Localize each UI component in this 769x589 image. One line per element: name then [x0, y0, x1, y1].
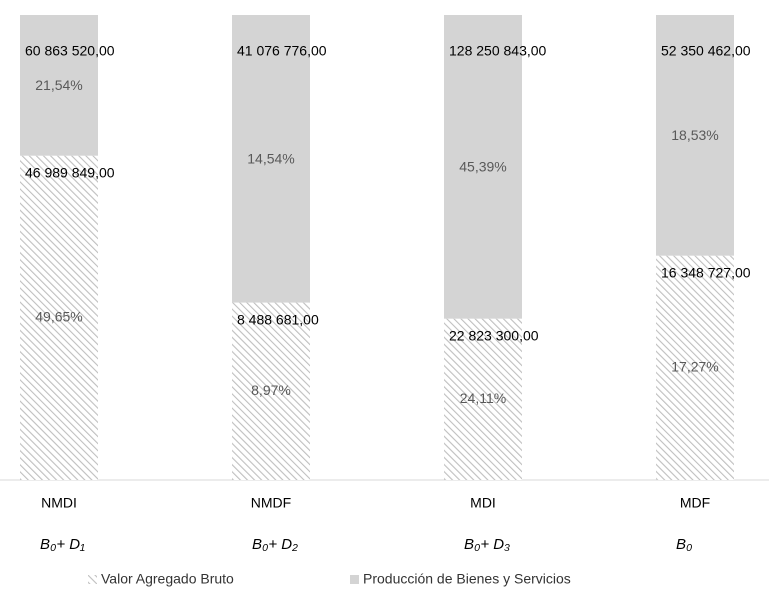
amount-label: 16 348 727,00: [661, 264, 751, 280]
bar-segment: [656, 15, 734, 256]
legend-swatch: [88, 575, 97, 584]
bar-segment: [444, 15, 522, 319]
x-sub-label: B₀: [676, 536, 692, 553]
legend-label: Producción de Bienes y Servicios: [363, 571, 571, 587]
x-sub-label: B₀+ D₁: [40, 536, 85, 553]
x-tick-label: NMDF: [251, 495, 291, 511]
amount-label: 46 989 849,00: [25, 164, 115, 180]
amount-label: 22 823 300,00: [449, 327, 539, 343]
bar-segment: [232, 302, 310, 480]
legend-label: Valor Agregado Bruto: [101, 571, 234, 587]
bar-segment: [444, 318, 522, 480]
bar-segment: [656, 255, 734, 480]
value-label: 17,27%: [671, 359, 718, 375]
legend-swatch: [350, 575, 359, 584]
bar-segment: [232, 15, 310, 303]
x-tick-label: NMDI: [41, 495, 77, 511]
bar-segment: [20, 155, 98, 481]
value-label: 21,54%: [35, 77, 82, 93]
amount-label: 60 863 520,00: [25, 43, 115, 59]
bar-segment: [20, 15, 98, 156]
value-label: 24,11%: [460, 390, 506, 406]
amount-label: 41 076 776,00: [237, 43, 327, 59]
value-label: 18,53%: [671, 127, 718, 143]
value-label: 45,39%: [459, 159, 506, 175]
x-tick-label: MDF: [680, 495, 710, 511]
x-tick-label: MDI: [470, 495, 496, 511]
value-label: 14,54%: [247, 150, 294, 166]
x-sub-label: B₀+ D₂: [252, 536, 298, 553]
x-sub-label: B₀+ D₃: [464, 536, 510, 553]
amount-label: 128 250 843,00: [449, 43, 547, 59]
amount-label: 8 488 681,00: [237, 311, 319, 327]
value-label: 49,65%: [35, 309, 82, 325]
amount-label: 52 350 462,00: [661, 43, 751, 59]
value-label: 8,97%: [251, 382, 291, 398]
